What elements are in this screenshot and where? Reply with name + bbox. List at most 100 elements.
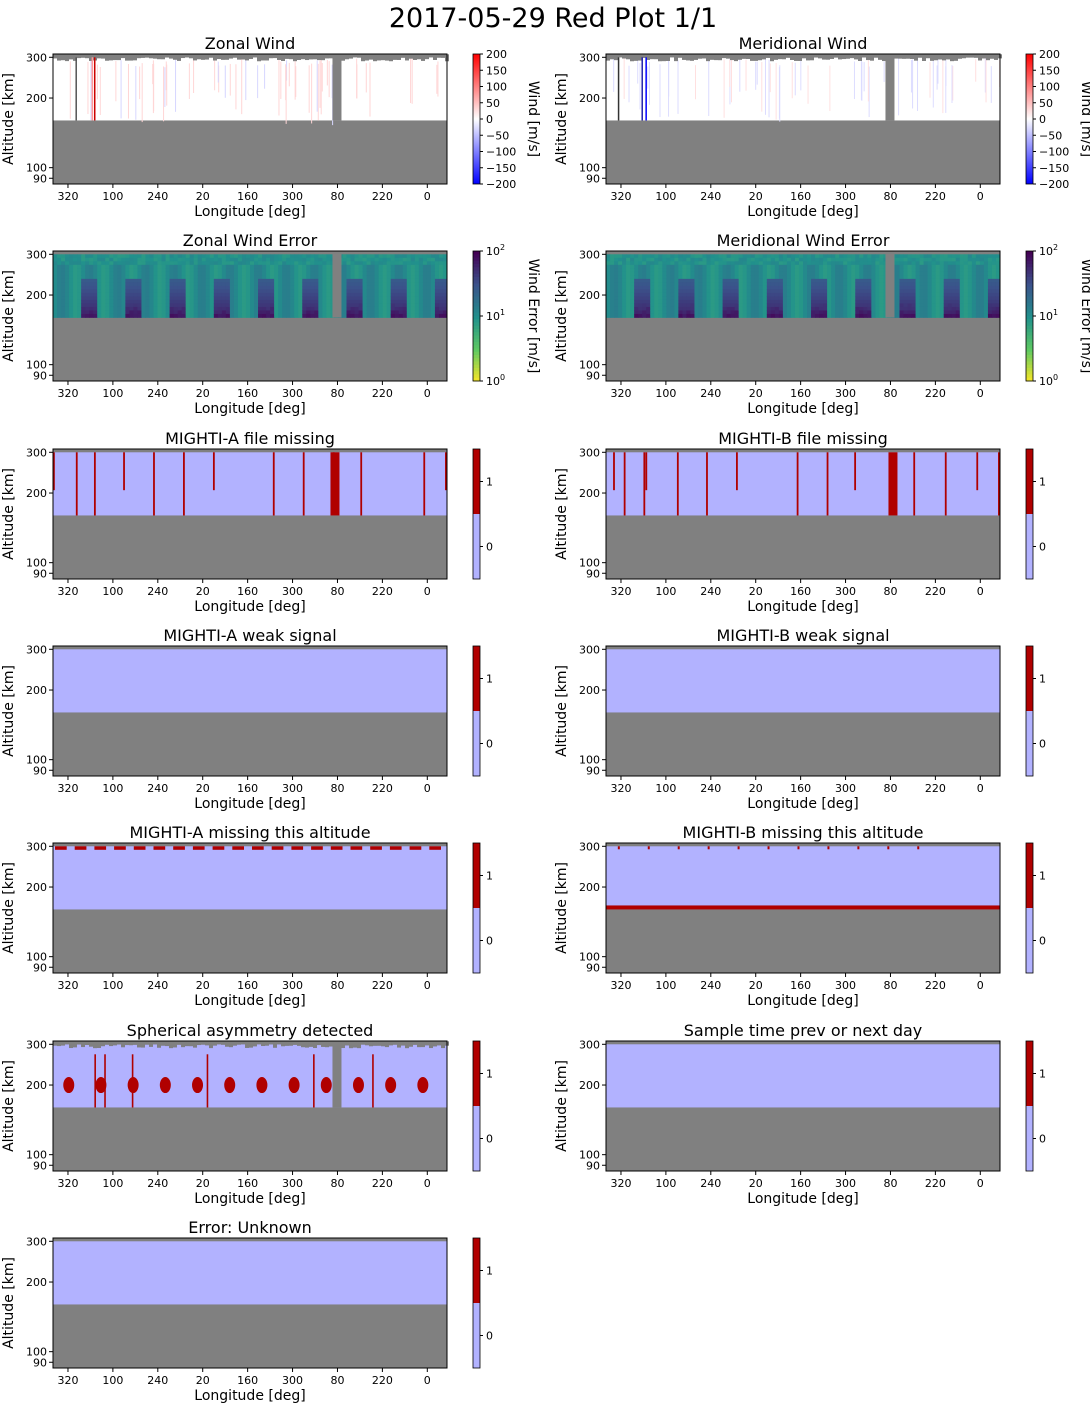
error-cell: [410, 296, 416, 301]
error-cell: [342, 310, 347, 315]
ragged-edge: [261, 54, 265, 61]
error-cell: [987, 292, 993, 297]
error-cell: [229, 275, 235, 280]
error-cell: [991, 278, 997, 283]
error-cell: [398, 268, 404, 273]
error-cell: [382, 289, 388, 294]
error-cell: [722, 257, 728, 262]
error-cell: [694, 268, 699, 273]
error-cell: [434, 285, 440, 290]
wind-streak: [929, 62, 931, 98]
error-cell: [835, 257, 840, 262]
error-cell: [181, 289, 187, 294]
error-cell: [422, 313, 428, 318]
colorbar-step: [1026, 254, 1033, 258]
error-cell: [903, 303, 908, 308]
error-cell: [73, 313, 78, 318]
error-cell: [646, 282, 651, 287]
flag-band: [153, 846, 166, 850]
ragged-edge: [730, 54, 734, 61]
error-cell: [975, 285, 981, 290]
error-cell: [726, 296, 732, 301]
error-cell: [798, 271, 804, 276]
error-cell: [418, 299, 424, 304]
ragged-edge: [253, 54, 257, 58]
error-cell: [971, 306, 977, 311]
ragged-edge: [898, 54, 902, 59]
error-cell: [626, 264, 631, 269]
ragged-edge: [285, 1041, 289, 1046]
error-cell: [995, 313, 1001, 318]
error-cell: [815, 261, 820, 266]
error-cell: [314, 296, 319, 301]
error-cell: [294, 310, 299, 315]
wind-streak: [163, 66, 165, 122]
error-cell: [991, 261, 997, 266]
error-cell: [245, 282, 251, 287]
error-cell: [738, 264, 744, 269]
error-cell: [742, 303, 748, 308]
error-cell: [286, 282, 291, 287]
error-cell: [654, 289, 659, 294]
error-cell: [426, 282, 432, 287]
error-cell: [815, 282, 820, 287]
error-cell: [278, 264, 283, 269]
error-cell: [927, 303, 933, 308]
error-cell: [342, 299, 347, 304]
error-cell: [658, 303, 663, 308]
x-tick-label: 300: [282, 190, 303, 203]
error-cell: [827, 292, 832, 297]
error-cell: [618, 254, 623, 259]
error-cell: [714, 275, 719, 280]
error-cell: [835, 303, 840, 308]
error-cell: [65, 271, 70, 276]
ragged-edge: [866, 54, 870, 61]
error-cell: [614, 310, 619, 315]
error-cell: [414, 282, 420, 287]
ragged-edge: [385, 1041, 389, 1048]
error-cell: [266, 282, 271, 287]
error-cell: [97, 254, 102, 259]
error-cell: [169, 278, 175, 283]
error-cell: [859, 285, 864, 290]
error-cell: [819, 278, 824, 283]
error-cell: [137, 261, 142, 266]
flag-band: [389, 846, 402, 850]
error-cell: [77, 275, 82, 280]
error-cell: [750, 303, 756, 308]
error-cell: [398, 254, 404, 259]
error-cell: [318, 282, 323, 287]
error-cell: [374, 310, 380, 315]
error-cell: [614, 278, 619, 283]
error-cell: [694, 292, 699, 297]
error-cell: [722, 299, 728, 304]
error-cell: [778, 257, 784, 262]
error-cell: [847, 296, 852, 301]
error-cell: [145, 271, 150, 276]
error-cell: [221, 271, 227, 276]
error-cell: [442, 289, 448, 294]
error-cell: [995, 299, 1001, 304]
error-cell: [979, 296, 985, 301]
error-cell: [442, 303, 448, 308]
error-cell: [843, 292, 848, 297]
error-cell: [630, 296, 635, 301]
error-cell: [245, 310, 251, 315]
error-cell: [378, 254, 384, 259]
error-cell: [117, 275, 122, 280]
error-cell: [754, 275, 760, 280]
error-cell: [698, 310, 703, 315]
error-cell: [125, 254, 130, 259]
colorbar-label: Wind [m/s]: [525, 81, 541, 157]
error-cell: [726, 289, 732, 294]
error-cell: [81, 282, 86, 287]
error-cell: [718, 296, 723, 301]
error-cell: [706, 289, 711, 294]
error-cell: [221, 264, 227, 269]
error-cell: [742, 289, 748, 294]
error-cell: [322, 303, 327, 308]
error-cell: [638, 278, 643, 283]
error-cell: [378, 296, 384, 301]
error-cell: [794, 278, 800, 283]
error-cell: [282, 289, 287, 294]
